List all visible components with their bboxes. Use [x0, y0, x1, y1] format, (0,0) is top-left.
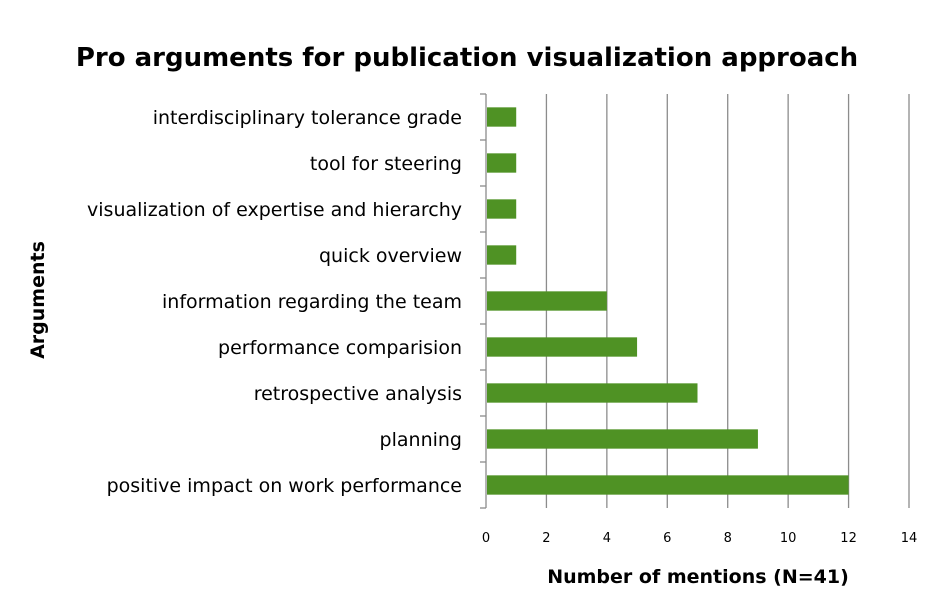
bar — [487, 475, 849, 495]
bar — [487, 245, 517, 265]
y-category-label: information regarding the team — [162, 291, 462, 313]
x-axis-title: Number of mentions (N=41) — [547, 566, 849, 588]
y-category-label: interdisciplinary tolerance grade — [153, 107, 462, 129]
bar — [487, 337, 638, 357]
chart-title: Pro arguments for publication visualizat… — [76, 43, 858, 73]
y-category-label: retrospective analysis — [254, 383, 462, 405]
bar — [487, 107, 517, 127]
x-tick-label: 4 — [603, 531, 611, 546]
x-tick-label: 8 — [724, 531, 732, 546]
x-tick-label: 0 — [482, 531, 490, 546]
x-tick-label: 12 — [840, 531, 857, 546]
bar — [487, 199, 517, 219]
bar — [487, 383, 698, 403]
x-tick-label: 14 — [901, 531, 918, 546]
plot-area: 0 2 4 6 8 10 12 14 interdisciplinary tolerance g… — [87, 93, 918, 546]
y-category-label: positive impact on work performance — [107, 475, 462, 497]
y-category-label: quick overview — [319, 245, 462, 267]
bar — [487, 429, 758, 449]
bar — [487, 153, 517, 173]
y-category-label: planning — [380, 429, 462, 451]
y-category-label: visualization of expertise and hierarchy — [87, 199, 462, 221]
x-tick-label: 10 — [780, 531, 797, 546]
y-category-label: tool for steering — [310, 153, 462, 175]
x-tick-label: 6 — [663, 531, 671, 546]
y-category-label: performance comparision — [218, 337, 462, 359]
x-tick-label: 2 — [542, 531, 550, 546]
y-axis-title: Arguments — [27, 241, 49, 359]
bar — [487, 291, 607, 311]
